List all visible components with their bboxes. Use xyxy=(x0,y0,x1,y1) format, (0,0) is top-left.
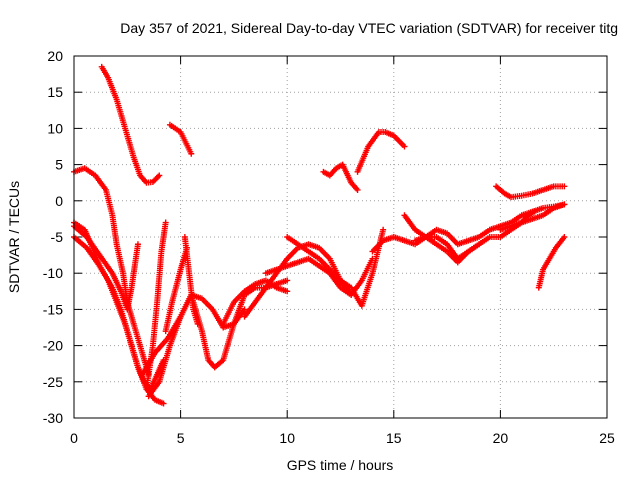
x-tick-label: 0 xyxy=(70,430,78,446)
y-tick-label: 0 xyxy=(55,193,63,209)
series-track-17 xyxy=(354,129,408,175)
series-track-8 xyxy=(145,277,291,400)
series-track-23 xyxy=(535,234,568,291)
data-point xyxy=(284,277,291,284)
data-point xyxy=(561,234,568,240)
series-track-15 xyxy=(284,226,387,309)
series-track-6 xyxy=(143,219,169,393)
data-point xyxy=(401,143,408,150)
data-point xyxy=(241,306,248,313)
y-tick-label: 10 xyxy=(47,120,63,136)
chart-title: Day 357 of 2021, Sidereal Day-to-day VTE… xyxy=(120,20,618,36)
y-tick-label: -25 xyxy=(43,374,63,390)
x-tick-label: 10 xyxy=(279,430,295,446)
plot-frame xyxy=(73,55,608,419)
y-tick-label: -20 xyxy=(43,338,63,354)
series-track-14 xyxy=(262,255,376,298)
y-tick-label: 15 xyxy=(47,84,63,100)
series-track-3 xyxy=(71,223,141,313)
data-point xyxy=(156,172,163,179)
y-tick-label: 5 xyxy=(55,157,63,173)
x-tick-label: 20 xyxy=(493,430,509,446)
data-point xyxy=(561,183,568,190)
data-point xyxy=(284,288,291,295)
series-track-22 xyxy=(497,208,538,233)
data-point xyxy=(561,201,568,208)
data-point xyxy=(354,186,361,193)
series-layer xyxy=(71,63,568,407)
data-point xyxy=(160,400,167,407)
y-tick-label: -10 xyxy=(43,265,63,281)
y-axis-label: SDTVAR / TECUs xyxy=(6,181,22,293)
y-tick-label: -30 xyxy=(43,410,63,426)
x-tick-label: 5 xyxy=(177,430,185,446)
data-point xyxy=(194,320,201,327)
data-point xyxy=(183,244,190,251)
data-point xyxy=(134,241,141,248)
data-point xyxy=(188,150,195,157)
axis-ticks: 0 5 10 15 20 25 -30 -25 -20 -15 -10 -5 0 5 10 15 20 xyxy=(43,48,615,446)
x-axis-label: GPS time / hours xyxy=(287,457,394,473)
y-tick-label: -15 xyxy=(43,301,63,317)
series-track-12 xyxy=(220,277,291,327)
plot-background xyxy=(74,56,607,418)
series-track-9 xyxy=(166,121,195,157)
x-tick-label: 15 xyxy=(386,430,402,446)
x-tick-label: 25 xyxy=(599,430,615,446)
data-point xyxy=(162,219,169,226)
y-tick-label: -5 xyxy=(51,229,64,245)
series-track-16 xyxy=(320,161,361,193)
series-track-5 xyxy=(98,63,163,186)
data-point xyxy=(380,226,387,233)
data-point xyxy=(531,208,538,215)
y-tick-label: 20 xyxy=(47,48,63,64)
series-track-11 xyxy=(162,244,190,335)
series-track-21 xyxy=(493,183,568,201)
